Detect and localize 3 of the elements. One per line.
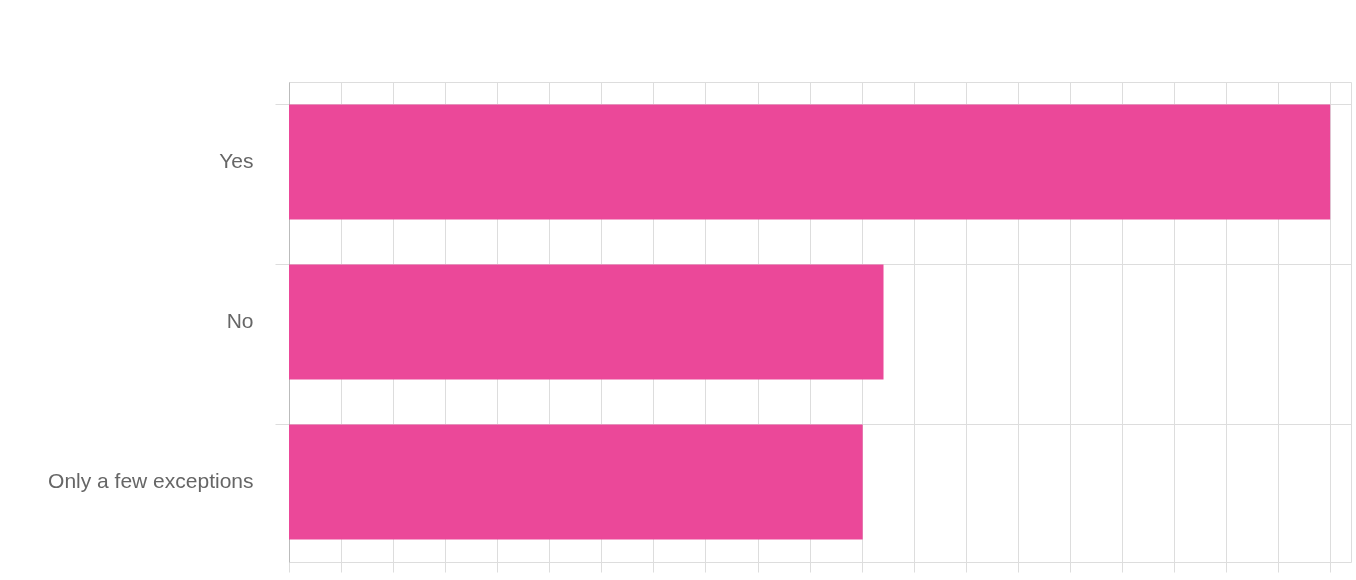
y-tick-label: No: [226, 309, 254, 332]
y-tick-label: Only a few exceptions: [48, 469, 254, 492]
y-tick-label: Yes: [219, 149, 254, 172]
